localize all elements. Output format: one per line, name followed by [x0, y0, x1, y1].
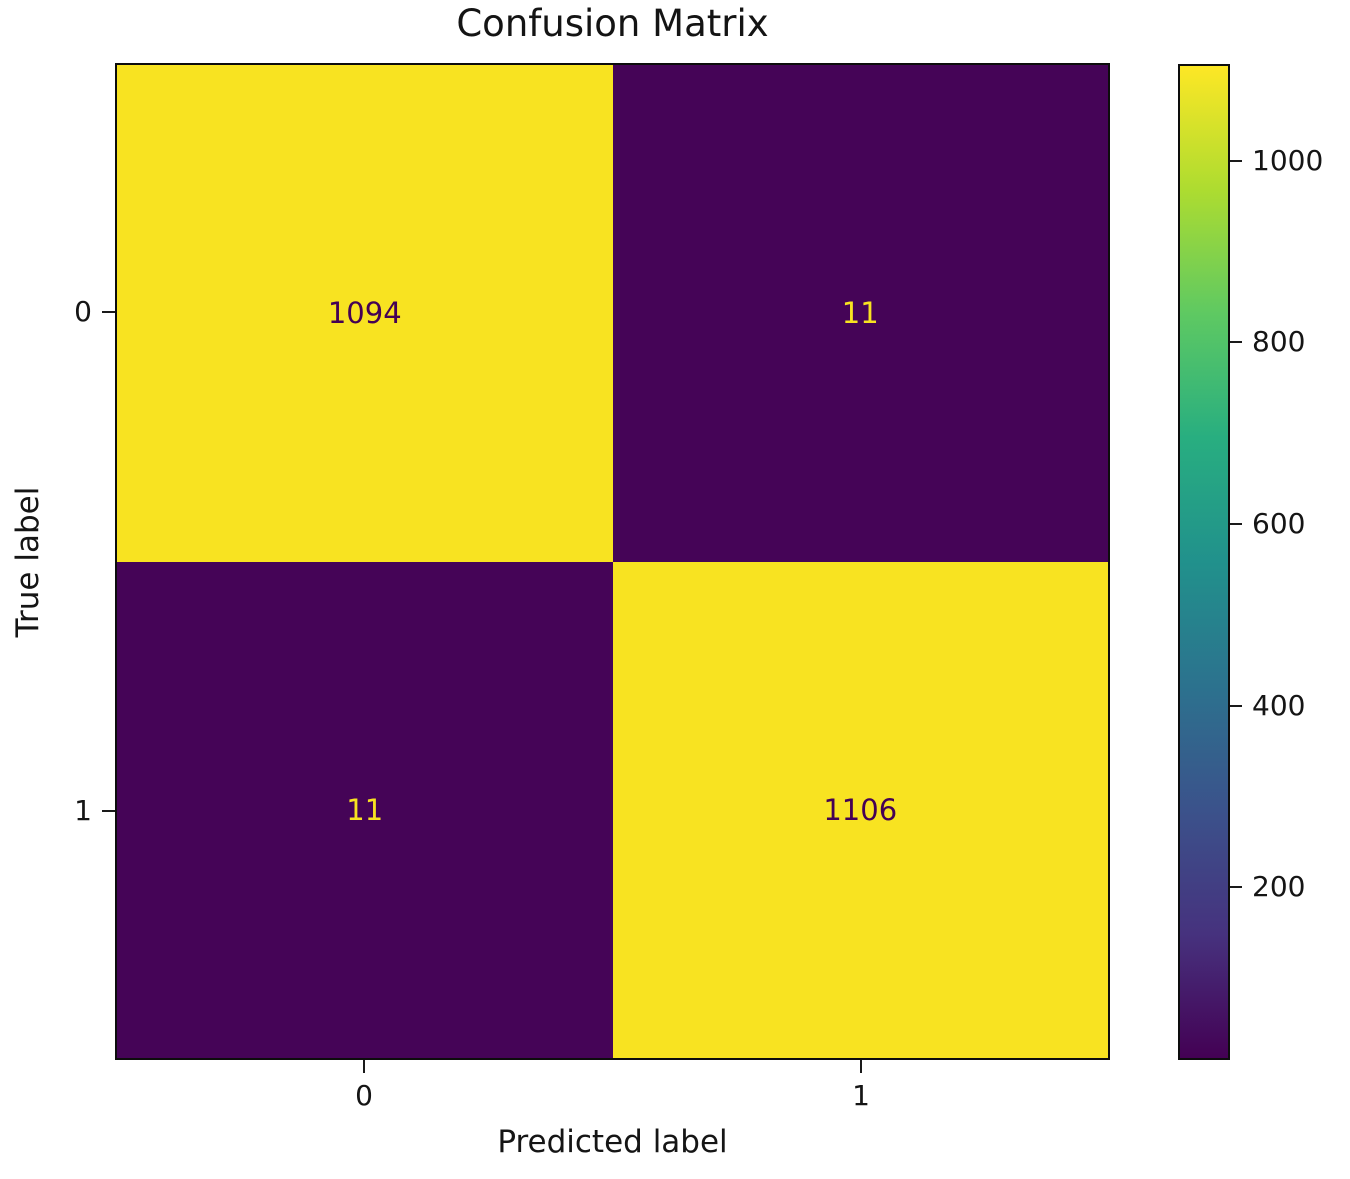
x-tick-label-0: 0: [355, 1079, 373, 1112]
colorbar-tick-mark-400: [1230, 705, 1242, 707]
x-tick-mark-1: [860, 1060, 862, 1073]
colorbar-tick-label-200: 200: [1252, 870, 1306, 903]
chart-title: Confusion Matrix: [456, 2, 769, 45]
colorbar-tick-label-1000: 1000: [1252, 144, 1324, 177]
colorbar-tick-label-800: 800: [1252, 325, 1306, 358]
x-tick-mark-0: [363, 1060, 365, 1073]
cell-value: 11: [346, 792, 384, 827]
y-tick-mark-1: [102, 810, 115, 812]
heatmap-axes: 1094 11 11 1106: [115, 63, 1110, 1060]
x-axis-label: Predicted label: [497, 1124, 728, 1160]
colorbar-tick-mark-200: [1230, 886, 1242, 888]
heatmap-cell-1-0: 11: [117, 561, 613, 1058]
heatmap-cell-0-0: 1094: [117, 65, 613, 562]
heatmap-cell-0-1: 11: [612, 65, 1108, 562]
cell-value: 11: [841, 296, 879, 331]
colorbar-tick-mark-800: [1230, 341, 1242, 343]
heatmap-cell-1-1: 1106: [612, 561, 1108, 1058]
colorbar-tick-mark-1000: [1230, 160, 1242, 162]
y-axis-label: True label: [10, 486, 46, 638]
colorbar-tick-mark-600: [1230, 523, 1242, 525]
colorbar-tick-label-400: 400: [1252, 689, 1306, 722]
y-tick-mark-0: [102, 311, 115, 313]
x-tick-label-1: 1: [852, 1079, 870, 1112]
cell-value: 1106: [823, 792, 898, 827]
y-tick-label-0: 0: [74, 295, 92, 328]
y-tick-label-1: 1: [74, 794, 92, 827]
cell-value: 1094: [327, 296, 402, 331]
colorbar-tick-label-600: 600: [1252, 507, 1306, 540]
colorbar: [1178, 64, 1230, 1060]
